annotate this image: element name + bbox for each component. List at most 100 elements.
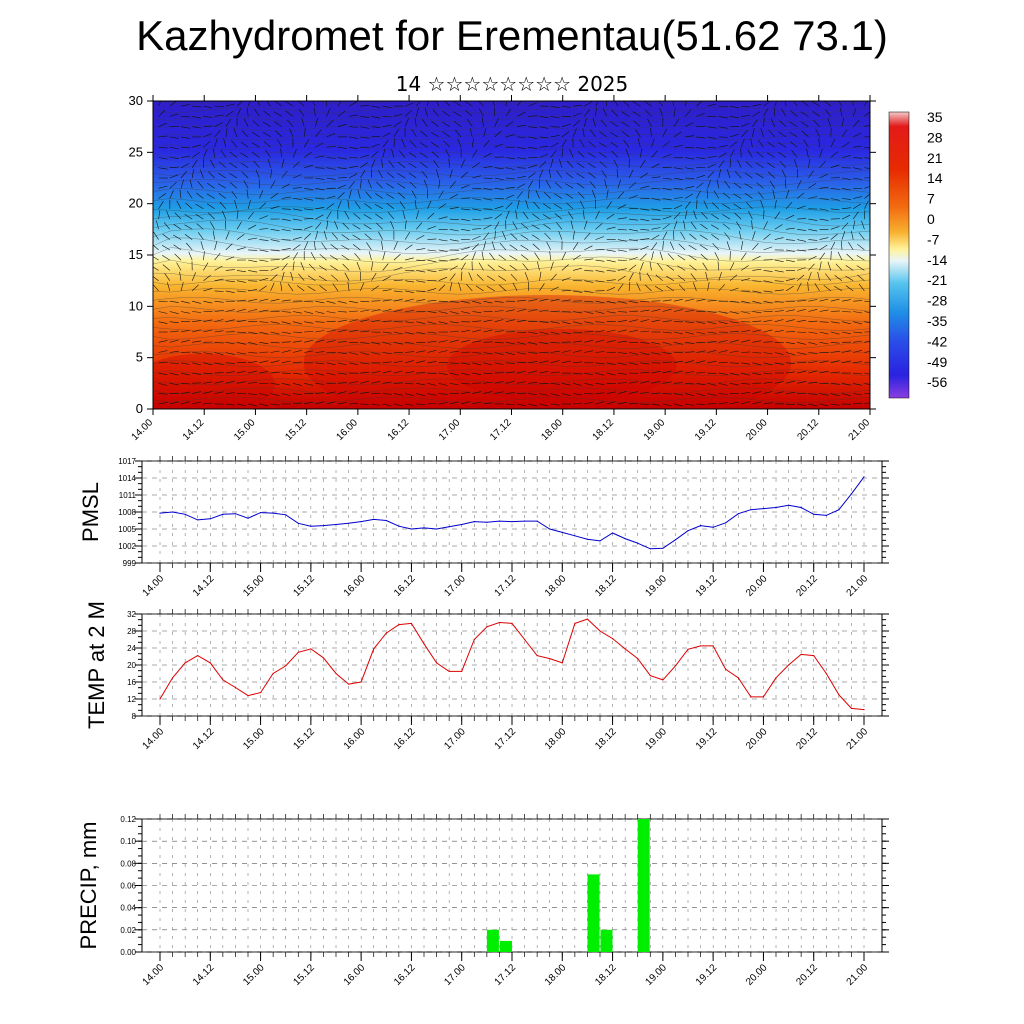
data-point [825, 672, 827, 675]
wind-vector [483, 329, 493, 333]
data-point [788, 504, 790, 506]
y-tick-label: 0.00 [120, 948, 136, 957]
wind-vector [498, 265, 507, 271]
wind-vector [505, 380, 515, 384]
wind-vector [209, 221, 215, 230]
wind-vector [236, 290, 247, 293]
wind-vector [864, 111, 870, 117]
wind-vector [707, 171, 715, 179]
wind-vector [315, 167, 325, 169]
wind-vector [861, 220, 865, 230]
wind-vector [214, 300, 224, 303]
wind-vector [662, 231, 668, 240]
wind-vector [281, 170, 288, 179]
wind-vector [442, 131, 451, 138]
wind-vector [774, 319, 784, 322]
data-point [348, 683, 350, 685]
data-point [561, 531, 563, 534]
wind-vector [696, 175, 705, 179]
wind-vector [517, 309, 526, 312]
wind-vector [391, 148, 395, 158]
wind-vector [707, 393, 717, 396]
wind-vector [180, 179, 184, 189]
wind-vector [690, 221, 697, 230]
wind-vector [169, 101, 178, 107]
data-point [712, 645, 714, 647]
wind-vector [393, 403, 403, 407]
wind-vector [427, 225, 437, 230]
wind-vector [707, 311, 717, 313]
wind-vector [203, 275, 211, 281]
wind-vector [737, 159, 742, 168]
x-tick-label: 20.00 [744, 962, 770, 988]
wind-vector [606, 189, 609, 199]
wind-vector [614, 101, 619, 107]
wind-vector [729, 158, 731, 168]
wind-vector [733, 193, 742, 199]
wind-vector [382, 320, 392, 322]
x-tick-label: 18.00 [539, 417, 565, 443]
wind-vector [337, 391, 347, 394]
wind-vector [584, 280, 594, 283]
y-tick-label: 0.12 [120, 815, 136, 824]
wind-vector [819, 393, 829, 396]
wind-vector [528, 331, 538, 334]
wind-vector [422, 119, 428, 127]
wind-vector [517, 124, 527, 127]
wind-vector [524, 272, 529, 281]
wind-vector [853, 167, 863, 170]
wind-vector [259, 202, 267, 210]
x-tick-label: 21.00 [847, 417, 873, 443]
wind-vector [307, 275, 316, 281]
wind-vector [572, 242, 579, 251]
wind-vector [319, 254, 327, 261]
wind-vector [158, 101, 161, 107]
wind-vector [404, 118, 409, 127]
wind-vector [248, 370, 258, 374]
wind-vector [398, 192, 406, 199]
wind-vector [483, 372, 493, 375]
data-point [762, 508, 765, 510]
wind-vector [163, 222, 171, 230]
wind-vector [606, 401, 616, 405]
wind-vector [633, 120, 641, 127]
wind-vector [323, 230, 327, 240]
wind-vector [460, 271, 463, 281]
wind-vector [349, 114, 358, 117]
wind-vector [427, 200, 432, 209]
wind-vector [169, 146, 179, 150]
wind-vector [214, 342, 224, 344]
x-tick-label: 14.00 [141, 573, 167, 599]
wind-vector [718, 311, 728, 314]
data-point [725, 668, 727, 670]
wind-vector [505, 121, 514, 127]
wind-vector [550, 383, 560, 385]
wind-vector [651, 319, 661, 322]
wind-vector [830, 321, 840, 324]
wind-vector [838, 101, 843, 107]
wind-vector [360, 362, 370, 365]
wind-vector [662, 299, 672, 302]
x-tick-label: 17.00 [442, 962, 468, 988]
wind-vector [427, 249, 437, 252]
wind-vector [360, 170, 366, 179]
contour-line [153, 297, 870, 304]
x-tick-label: 18.00 [543, 726, 569, 752]
wind-vector [360, 319, 370, 322]
wind-vector [158, 167, 168, 170]
wind-vector [438, 340, 448, 343]
wind-vector [169, 174, 179, 179]
wind-vector [774, 270, 784, 273]
wind-vector [673, 342, 683, 345]
wind-vector [830, 331, 840, 335]
wind-vector [797, 267, 806, 271]
data-point [197, 519, 199, 521]
wind-vector [819, 331, 829, 335]
wind-vector [203, 352, 213, 355]
data-point [436, 528, 438, 530]
wind-vector [460, 254, 469, 261]
wind-vector [666, 275, 675, 281]
wind-vector [483, 362, 493, 366]
wind-vector [808, 381, 818, 384]
wind-vector [408, 152, 417, 158]
